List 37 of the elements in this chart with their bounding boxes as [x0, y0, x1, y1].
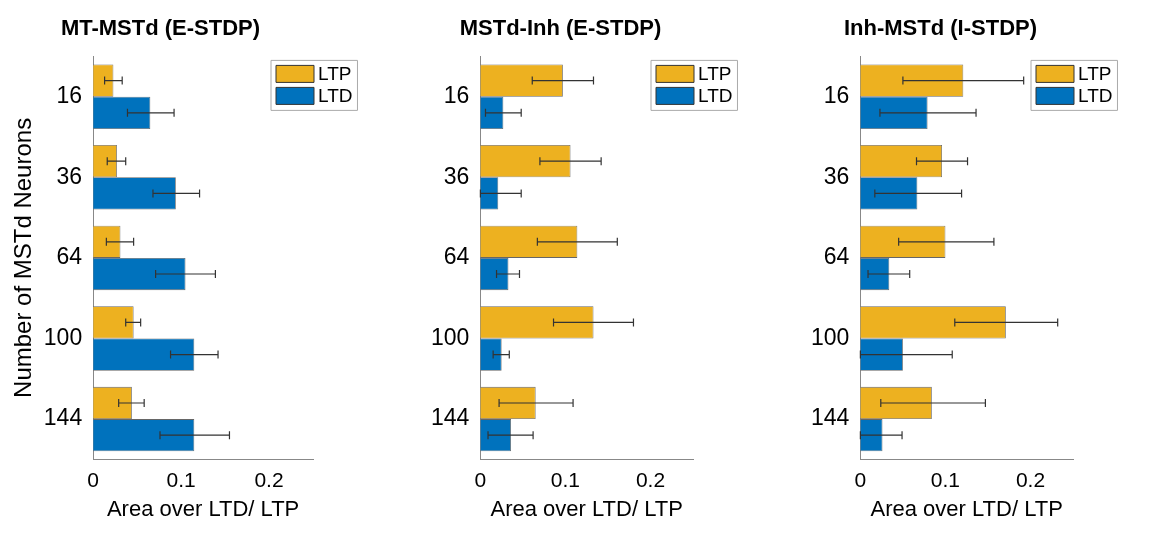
y-tick-label: 36 [56, 162, 83, 189]
legend-label: LTP [1078, 63, 1112, 85]
y-tick-label: 64 [56, 243, 83, 270]
x-tick-label: 0.2 [1015, 467, 1046, 491]
x-axis-title: Area over LTD/ LTP [870, 495, 1063, 521]
y-tick-label: 144 [811, 404, 850, 431]
y-tick-label: 100 [43, 323, 83, 350]
legend-label: LTD [698, 85, 733, 107]
legend-label: LTD [318, 85, 353, 107]
y-tick-label: 144 [43, 404, 83, 431]
legend-label: LTP [698, 63, 732, 85]
x-tick-label: 0.1 [550, 467, 581, 491]
chart-title: Inh-MSTd (I-STDP) [843, 15, 1038, 41]
y-tick-label: 16 [56, 82, 83, 109]
y-tick-label: 36 [443, 162, 470, 189]
chart-title: MT-MSTd (E-STDP) [60, 15, 261, 41]
x-tick-label: 0.1 [166, 467, 196, 491]
y-tick-label: 36 [823, 162, 850, 189]
x-tick-label: 0.2 [254, 467, 284, 491]
y-tick-label: 16 [823, 82, 850, 109]
x-tick-label: 0.1 [930, 467, 961, 491]
y-tick-label: 100 [431, 323, 470, 350]
x-axis-title: Area over LTD/ LTP [106, 495, 300, 521]
y-axis-title: Number of MSTd Neurons [9, 117, 37, 398]
y-tick-label: 144 [431, 404, 470, 431]
y-tick-label: 100 [811, 323, 850, 350]
x-tick-label: 0 [87, 467, 100, 491]
legend-label: LTD [1078, 85, 1113, 107]
chart-title: MSTd-Inh (E-STDP) [459, 15, 662, 41]
y-tick-label: 64 [443, 243, 470, 270]
legend-label: LTP [318, 63, 352, 85]
x-axis-title: Area over LTD/ LTP [490, 495, 683, 521]
y-tick-label: 16 [443, 82, 470, 109]
y-tick-label: 64 [823, 243, 850, 270]
x-tick-label: 0.2 [635, 467, 666, 491]
x-tick-label: 0 [474, 467, 487, 491]
x-tick-label: 0 [854, 467, 867, 491]
